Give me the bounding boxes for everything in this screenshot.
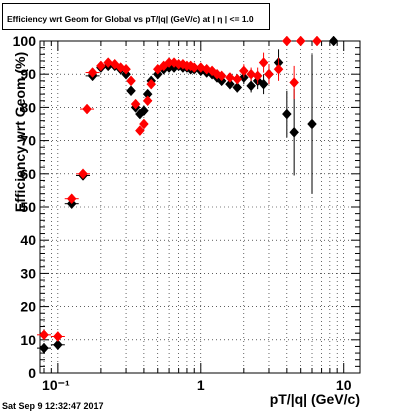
data-point-red [39,329,49,341]
data-point-red [232,73,243,85]
data-point-black [246,80,256,92]
data-point-red [66,193,77,205]
data-point-black [328,35,339,47]
y-tick-label: 70 [20,133,36,149]
y-axis-label: Efficiency wrt Geom (%) [12,51,28,213]
data-point-red [252,70,263,82]
data-point-red [53,331,63,342]
data-point-red [264,68,274,80]
data-point-black [139,105,149,117]
x-tick-label: 1 [197,377,205,393]
x-tick-label: 10 [336,377,352,393]
y-tick-label: 40 [20,232,36,248]
data-point-red [295,35,306,47]
title-box: Efficiency wrt Geom for Global vs pT/|q|… [2,3,270,30]
data-point-red [139,118,149,130]
data-point-red [126,75,136,87]
data-point-black [53,339,63,351]
y-tick-label: 30 [20,265,36,281]
data-point-black [126,85,136,97]
data-point-black [307,118,317,130]
y-tick-label: 10 [20,332,36,348]
y-tick-label: 20 [20,299,36,315]
data-point-black [225,78,235,90]
data-point-red [142,95,153,107]
y-tick-label: 80 [20,99,36,115]
data-point-red [273,63,284,75]
data-point-red [238,65,249,77]
data-point-black [39,342,49,354]
data-point-red [78,168,88,180]
x-axis-label: pT/|q| (GeV/c) [269,391,360,407]
data-point-black [232,82,243,93]
chart-title: Efficiency wrt Geom for Global vs pT/|q|… [7,14,254,24]
data-point-red [96,60,106,72]
y-tick-label: 90 [20,66,36,82]
data-point-red [258,57,269,68]
timestamp: Sat Sep 9 12:32:47 2017 [2,401,104,411]
data-point-red [82,103,92,115]
data-point-red [246,68,256,80]
data-point-red [216,70,227,82]
data-point-black [258,78,269,90]
data-point-red [146,78,157,90]
y-tick-label: 0 [28,365,36,381]
y-tick-label: 50 [20,199,36,215]
data-point-red [130,98,141,110]
y-tick-label: 60 [20,166,36,182]
data-point-black [282,108,292,120]
data-point-red [312,35,322,47]
y-tick-label: 100 [13,33,37,49]
data-point-red [189,62,200,73]
data-point-red [225,72,235,83]
data-point-red [103,57,114,68]
data-point-red [135,125,145,137]
data-point-red [282,35,292,47]
x-tick-label: 10⁻¹ [42,377,70,393]
data-point-black [289,126,299,138]
data-point-red [87,67,98,78]
data-point-red [289,77,299,88]
data-point-red [121,63,131,75]
